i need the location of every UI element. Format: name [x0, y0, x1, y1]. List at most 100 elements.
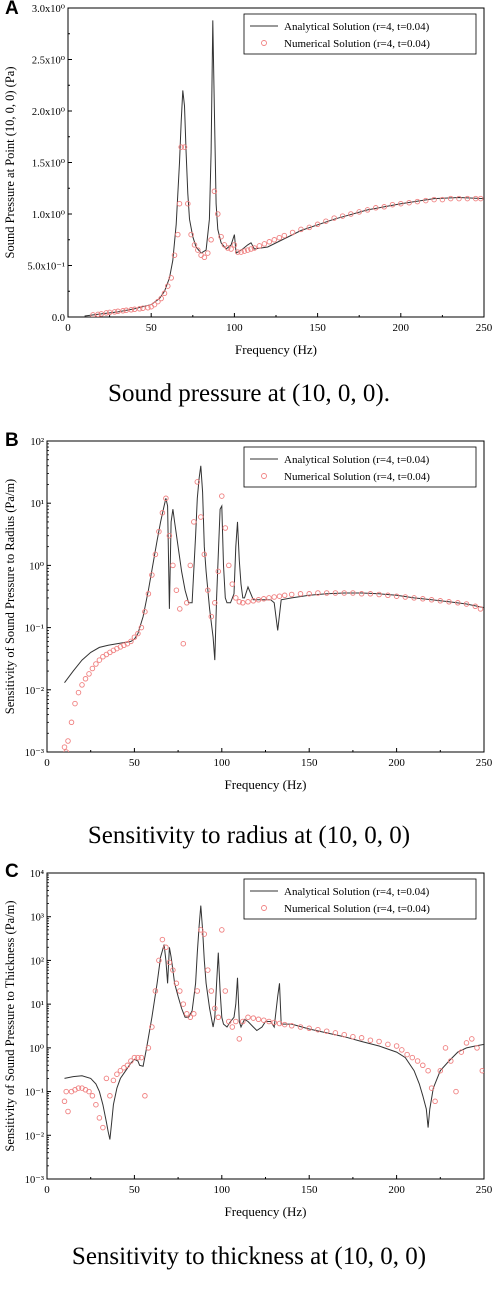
numerical-data-point: [163, 495, 169, 502]
numerical-data-point: [406, 199, 412, 206]
numerical-data-point: [138, 1054, 145, 1061]
numerical-data-point: [266, 239, 273, 245]
numerical-data-point: [448, 1058, 454, 1064]
numerical-data-point: [156, 957, 162, 964]
numerical-data-point: [250, 1015, 257, 1021]
numerical-data-point: [389, 201, 396, 208]
numerical-data-point: [65, 738, 71, 744]
numerical-data-point: [477, 606, 484, 612]
caption-sensitivity-radius: Sensitivity to radius at (10, 0, 0): [87, 822, 411, 849]
x-axis-label: Frequency (Hz): [225, 1204, 307, 1219]
numerical-data-point: [208, 237, 214, 243]
legend-label-analytical: Analytical Solution (r=4, t=0.04): [284, 454, 430, 466]
plot-area: [61, 905, 484, 1140]
numerical-data-point: [431, 196, 437, 203]
numerical-data-point: [89, 665, 96, 672]
y-axis-label: Sensitivity of Sound Pressure to Thickne…: [3, 900, 17, 1151]
numerical-data-point: [432, 1098, 438, 1105]
numerical-data-point: [138, 624, 145, 631]
numerical-data-point: [251, 245, 258, 251]
numerical-data-point: [297, 591, 304, 597]
analytical-series-line: [64, 465, 484, 683]
x-tick-label: 50: [129, 757, 141, 769]
numerical-data-point: [176, 200, 183, 207]
x-tick-label: 100: [214, 757, 231, 769]
numerical-data-point: [142, 608, 148, 615]
numerical-data-point: [120, 308, 126, 314]
x-tick-label: 200: [388, 1184, 405, 1196]
numerical-data-point: [170, 967, 176, 973]
panel-letter-a: A: [5, 0, 19, 19]
numerical-data-point: [61, 1098, 68, 1105]
numerical-data-point: [175, 231, 181, 238]
numerical-data-point: [151, 301, 158, 308]
numerical-data-point: [114, 1071, 120, 1077]
numerical-data-point: [281, 592, 288, 599]
y-tick-label: 10⁻¹: [25, 624, 44, 635]
numerical-data-point: [165, 283, 171, 289]
numerical-data-point: [409, 1054, 416, 1061]
numerical-data-point: [131, 634, 138, 640]
y-tick-label: 10¹: [30, 1000, 44, 1011]
legend-label-numerical: Numerical Solution (r=4, t=0.04): [284, 903, 430, 915]
numerical-data-point: [168, 275, 174, 281]
numerical-data-point: [82, 676, 89, 682]
numerical-data-point: [479, 1067, 484, 1074]
y-tick-label: 10⁻¹: [25, 1088, 44, 1099]
y-tick-label: 10⁻³: [25, 748, 44, 759]
y-tick-label: 10²: [30, 437, 44, 448]
numerical-data-point: [339, 213, 346, 219]
numerical-data-point: [211, 188, 218, 195]
numerical-data-point: [201, 931, 208, 937]
y-tick-label: 0.0: [52, 313, 65, 324]
numerical-data-point: [128, 307, 134, 313]
numerical-data-point: [425, 1067, 431, 1074]
numerical-data-point: [111, 309, 118, 315]
numerical-data-point: [185, 200, 191, 207]
numerical-data-point: [393, 593, 400, 599]
x-tick-label: 150: [301, 757, 318, 769]
numerical-data-point: [358, 1035, 365, 1041]
numerical-data-point: [469, 1036, 475, 1042]
legend-box: [243, 878, 477, 920]
numerical-data-point: [181, 144, 188, 150]
panel-a: 0 50 100 150 200 250 0.0 5.0x10⁻¹ 1.0x10⁰ 1.5x10⁰…: [0, 0, 498, 432]
numerical-data-point: [226, 562, 232, 569]
numerical-data-point: [348, 211, 354, 217]
y-tick-label: 2.0x10⁰: [32, 107, 65, 118]
numerical-data-point: [63, 749, 69, 752]
numerical-data-point: [399, 1047, 405, 1053]
chart-sound-pressure: 0 50 100 150 200 250 0.0 5.0x10⁻¹ 1.0x10⁰ 1.5x10⁰…: [3, 4, 493, 357]
numerical-data-point: [177, 606, 183, 612]
numerical-data-point: [194, 988, 201, 994]
numerical-data-point: [261, 1017, 267, 1023]
x-tick-label: 0: [44, 1184, 50, 1196]
numerical-data-point: [411, 595, 417, 601]
numerical-data-point: [442, 1045, 449, 1051]
numerical-data-point: [135, 1054, 141, 1061]
numerical-data-point: [86, 671, 92, 677]
legend-label-analytical: Analytical Solution (r=4, t=0.04): [284, 21, 430, 33]
panel-b: 0 50 100 150 200 250 10⁻³ 10⁻² 10⁻¹ 10⁰ 10¹ 10² Freq…: [0, 430, 498, 863]
y-tick-label: 10²: [30, 956, 44, 967]
y-tick-label: 1.5x10⁰: [32, 159, 65, 170]
numerical-data-point: [98, 311, 105, 317]
numerical-data-point: [271, 1019, 277, 1026]
panel-letter-c: C: [5, 861, 19, 882]
numerical-data-point: [159, 936, 166, 943]
numerical-data-point: [159, 510, 166, 516]
numerical-data-point: [472, 603, 479, 610]
y-axis-label: Sound Pressure at Point (10, 0, 0) (Pa): [3, 67, 17, 259]
numerical-data-point: [341, 1031, 347, 1038]
numerical-data-point: [155, 298, 161, 305]
plot-area: [61, 465, 484, 752]
numerical-data-point: [271, 237, 278, 243]
numerical-data-point: [95, 311, 101, 317]
x-tick-label: 0: [44, 757, 50, 769]
numerical-data-point: [178, 144, 184, 150]
numerical-data-point: [402, 594, 409, 600]
numerical-data-point: [135, 630, 141, 637]
numerical-data-point: [75, 1085, 82, 1091]
numerical-data-point: [173, 980, 180, 987]
numerical-data-point: [215, 568, 222, 575]
